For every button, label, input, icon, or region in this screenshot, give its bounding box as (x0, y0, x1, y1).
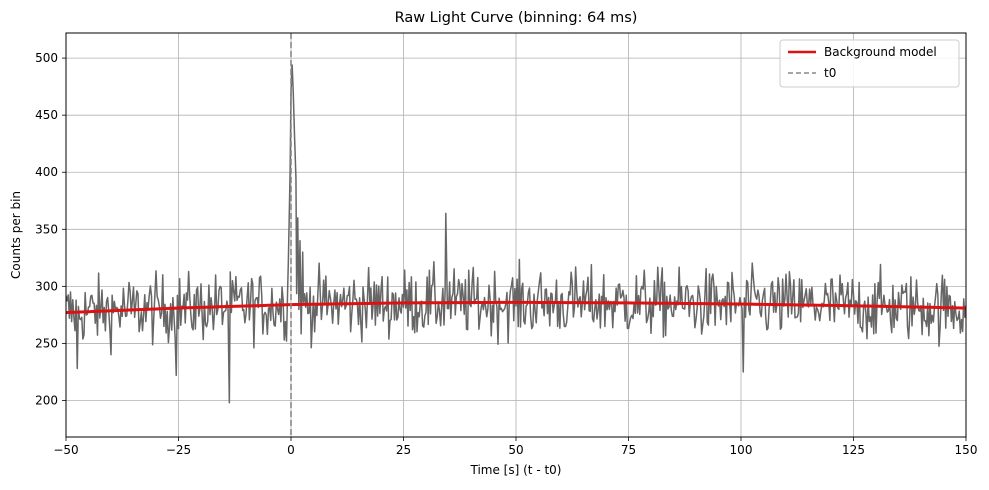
x-tick-label: −25 (166, 443, 191, 457)
y-axis-title: Counts per bin (9, 191, 23, 279)
y-tick-label: 400 (35, 165, 58, 179)
y-tick-label: 250 (35, 336, 58, 350)
y-tick-label: 300 (35, 279, 58, 293)
x-tick-label: 125 (842, 443, 865, 457)
legend-label-background-model: Background model (824, 45, 937, 59)
chart-title: Raw Light Curve (binning: 64 ms) (395, 10, 638, 26)
plot-area (66, 33, 966, 437)
x-axis-title: Time [s] (t - t0) (470, 463, 562, 477)
x-tick-label: 150 (955, 443, 978, 457)
y-tick-label: 200 (35, 393, 58, 407)
x-tick-label: 50 (508, 443, 523, 457)
raw-light-curve-line (66, 64, 966, 404)
y-tick-label: 350 (35, 222, 58, 236)
x-tick-label: 100 (730, 443, 753, 457)
y-tick-label: 500 (35, 51, 58, 65)
x-tick-label: 75 (621, 443, 636, 457)
legend-label-t0: t0 (824, 66, 836, 80)
x-tick-label: 25 (396, 443, 411, 457)
x-tick-label: 0 (287, 443, 295, 457)
background-model-line (66, 300, 966, 315)
legend: Background model t0 (779, 39, 960, 88)
x-axis-ticks: −50 −25 0 25 50 75 100 125 150 (53, 437, 977, 457)
y-axis-ticks: 200 250 300 350 400 450 500 (35, 51, 66, 407)
y-tick-label: 450 (35, 108, 58, 122)
legend-box (779, 39, 960, 88)
x-tick-label: −50 (53, 443, 78, 457)
